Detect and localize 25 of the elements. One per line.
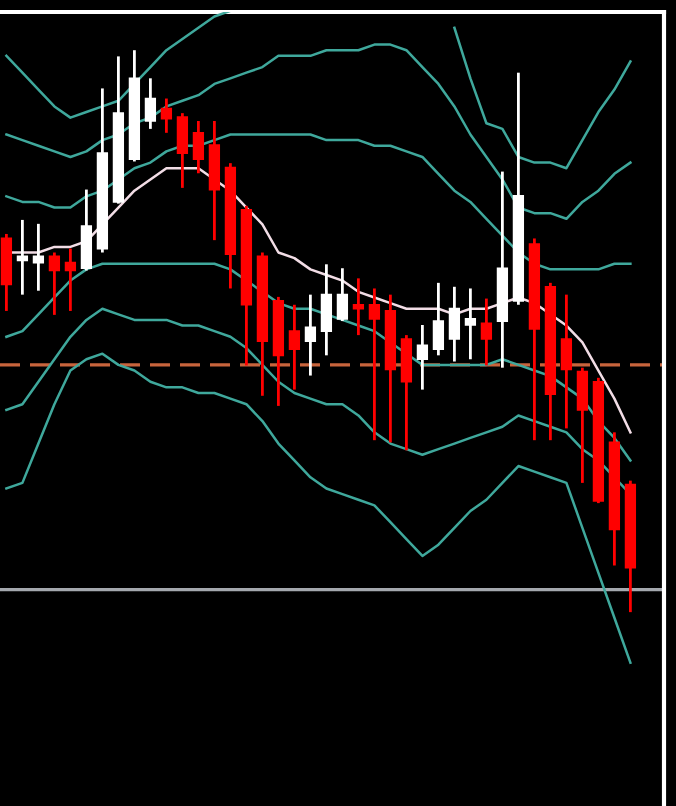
candlestick bbox=[400, 333, 413, 452]
candlestick bbox=[16, 218, 29, 297]
candlestick bbox=[32, 222, 45, 293]
candlestick bbox=[160, 97, 173, 135]
candlestick bbox=[208, 119, 221, 242]
candlestick bbox=[0, 232, 13, 313]
candlestick bbox=[432, 281, 445, 357]
candlestick bbox=[336, 266, 349, 323]
candlestick bbox=[352, 276, 365, 337]
candlestick bbox=[576, 366, 589, 485]
candlestick bbox=[48, 251, 61, 317]
candlestick bbox=[320, 262, 333, 357]
candlestick bbox=[80, 188, 93, 272]
candlestick bbox=[368, 287, 381, 442]
candlestick bbox=[288, 303, 301, 391]
candlestick bbox=[560, 293, 573, 430]
candlestick bbox=[304, 293, 317, 377]
candlestick bbox=[176, 111, 189, 190]
candlestick bbox=[144, 76, 157, 131]
candlestick bbox=[64, 247, 77, 313]
candlestick bbox=[448, 285, 461, 363]
candlestick bbox=[480, 297, 493, 367]
candlestick bbox=[192, 119, 205, 175]
candlestick bbox=[464, 287, 477, 361]
candlestick bbox=[416, 323, 429, 391]
